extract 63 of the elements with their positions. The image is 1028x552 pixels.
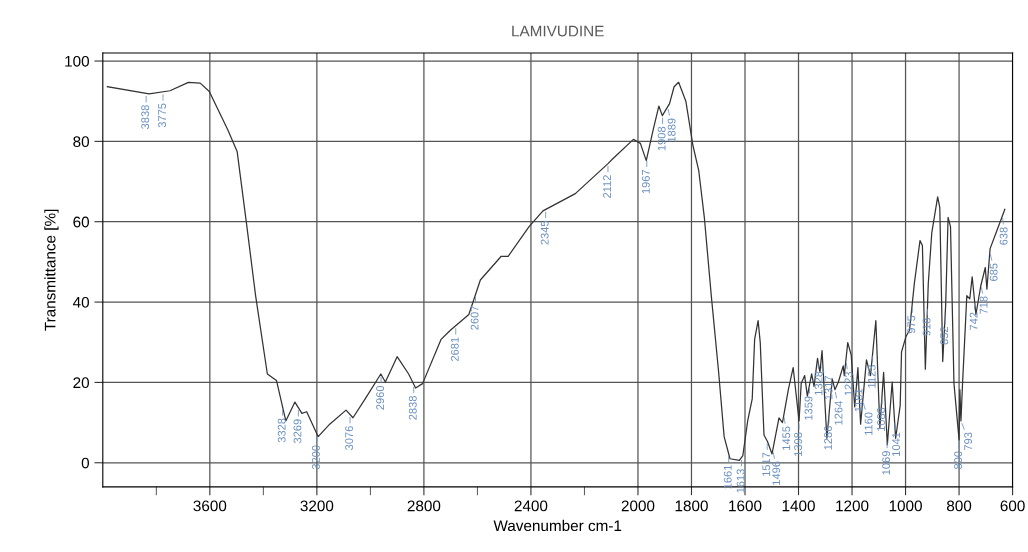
annotation: 1317 [824,376,833,400]
annotation: 1041 [892,432,901,456]
annotation: 2345 [540,220,549,245]
x-tick-label: 1000 [889,500,922,512]
annotation: 1889 [667,118,676,142]
annotation: 1613 [736,469,745,493]
annotation: 2960 [376,385,385,410]
y-tick-label: 100 [65,55,90,67]
annotation: 3775 [158,103,166,128]
annotation: 3838 [141,105,150,129]
x-axis-title: Wavenumber cm-1 [493,519,622,532]
annotation: 742 [969,312,978,330]
annotation: 800 [954,451,963,470]
annotation: 1496 [772,461,781,485]
annotation: 1908 [657,126,666,151]
x-tick-label: 1200 [836,500,869,512]
y-tick-label: 20 [73,377,90,389]
annotation: 1264 [834,401,843,425]
chart-title: LAMIVUDINE [512,25,604,37]
y-tick-label: 40 [72,296,90,308]
annotation: 1517 [762,452,771,477]
x-tick-label: 600 [1000,500,1025,512]
y-tick-label: 80 [73,136,90,148]
annotation: 1286 [824,426,832,450]
annotation: 718 [979,296,988,314]
annotation: 2681 [450,337,459,362]
annotation: 975 [907,315,916,334]
x-tick-label: 1600 [729,500,762,512]
annotation: 3269 [293,419,302,444]
annotation: 1661 [723,465,732,489]
x-tick-label: 2000 [621,500,655,512]
annotation: 2112 [603,175,611,198]
y-tick-label: 0 [81,457,90,469]
x-tick-label: 3600 [193,500,227,512]
annotation: 685 [989,263,998,281]
x-tick-label: 3200 [300,500,334,512]
annotation: 1181 [854,388,863,412]
annotation: 1398 [794,432,803,456]
annotation: 852 [940,326,949,345]
y-axis-title: Transmittance [%] [44,209,59,331]
annotation: 1223 [844,371,853,396]
x-tick-label: 2400 [514,500,548,512]
annotation: 1088 [877,407,885,432]
x-tick-label: 2800 [407,500,441,512]
annotation: 3328 [277,418,286,443]
annotation: 3076 [345,426,354,450]
annotation: 1967 [641,169,650,194]
annotation: 1455 [782,426,791,450]
annotation: 1069 [882,451,891,475]
annotation: 793 [964,432,973,451]
annotation: 2838 [408,396,417,420]
x-tick-label: 800 [946,500,972,512]
annotation: 638 [999,227,1008,245]
annotation: 1359 [804,396,813,420]
annotation: 2607 [470,306,479,330]
x-tick-label: 1800 [675,500,708,512]
annotation: 1328 [814,371,823,395]
annotation: 3200 [311,445,320,470]
y-tick-label: 60 [73,216,90,228]
annotation: 918 [922,318,931,336]
annotation: 1160 [864,412,873,436]
x-tick-label: 1400 [782,500,815,512]
annotation: 1123 [867,365,876,388]
